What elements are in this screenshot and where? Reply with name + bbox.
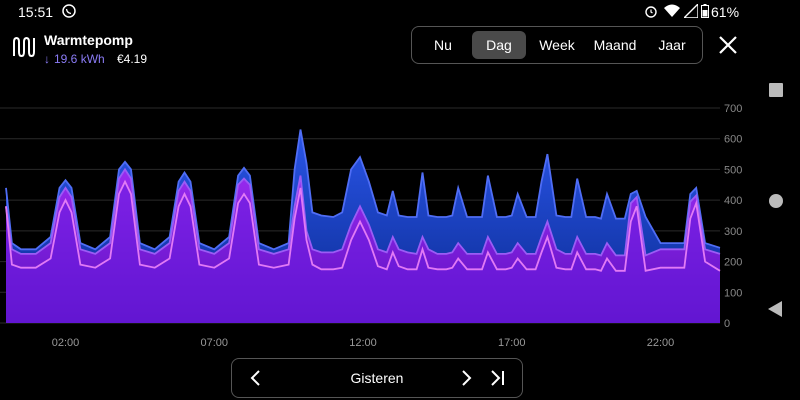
y-axis: 0 100 200 300 400 500 600 700 [724, 103, 742, 330]
consumption-value: 19.6 kWh [54, 52, 105, 66]
time-range-selector: Nu Dag Week Maand Jaar [411, 26, 703, 64]
series-line-1 [5, 167, 721, 257]
back-button[interactable] [768, 301, 782, 317]
tab-dag[interactable]: Dag [472, 31, 526, 59]
y-tick-label: 600 [724, 134, 742, 146]
battery-icon [701, 4, 709, 18]
status-bar: 15:51 61% [0, 0, 800, 24]
tab-maand[interactable]: Maand [588, 31, 642, 59]
x-tick-label: 17:00 [498, 337, 526, 349]
energy-cost: €4.19 [117, 52, 148, 66]
tab-label: Jaar [658, 37, 686, 53]
alarm-icon [645, 6, 657, 18]
series-line-2 [5, 179, 721, 272]
chevron-left-icon[interactable] [246, 368, 266, 388]
tab-nu[interactable]: Nu [418, 31, 468, 59]
pager-label: Gisteren [350, 370, 404, 386]
y-tick-label: 0 [724, 318, 730, 330]
x-axis: 02:00 07:00 12:00 17:00 22:00 [52, 337, 675, 349]
signal-icon [684, 4, 698, 18]
arrow-down-icon: ↓ [44, 52, 50, 66]
x-tick-label: 22:00 [647, 337, 675, 349]
x-tick-label: 12:00 [349, 337, 377, 349]
status-time: 15:51 [18, 4, 54, 20]
tab-label: Week [539, 37, 575, 53]
tab-label: Nu [434, 37, 452, 53]
chart-lines [5, 129, 721, 272]
y-tick-label: 100 [724, 287, 742, 299]
android-navigation-bar [760, 0, 800, 400]
y-tick-label: 500 [724, 164, 742, 176]
x-tick-label: 02:00 [52, 337, 80, 349]
tab-label: Maand [593, 37, 637, 53]
whatsapp-icon [62, 4, 76, 18]
wifi-icon [664, 4, 680, 17]
battery-percentage: 61% [711, 4, 740, 20]
y-tick-label: 200 [724, 257, 742, 269]
energy-consumption: ↓ 19.6 kWh [44, 52, 105, 66]
heat-pump-icon [13, 36, 35, 58]
skip-to-end-icon[interactable] [488, 368, 508, 388]
power-chart: 0 100 200 300 400 500 600 700 02:00 07:00 12:00 17… [0, 103, 742, 349]
tab-week[interactable]: Week [530, 31, 584, 59]
y-tick-label: 300 [724, 226, 742, 238]
y-tick-label: 400 [724, 195, 742, 207]
device-name: Warmtepomp [44, 32, 133, 48]
x-tick-label: 07:00 [200, 337, 228, 349]
series-area-2 [6, 181, 720, 323]
tab-label: Dag [486, 37, 512, 53]
home-button[interactable] [768, 193, 784, 209]
chevron-right-icon[interactable] [456, 368, 476, 388]
date-pager: Gisteren [231, 358, 523, 398]
tab-jaar[interactable]: Jaar [648, 31, 696, 59]
close-icon[interactable] [716, 33, 740, 57]
recent-apps-button[interactable] [769, 83, 783, 97]
y-tick-label: 700 [724, 103, 742, 115]
